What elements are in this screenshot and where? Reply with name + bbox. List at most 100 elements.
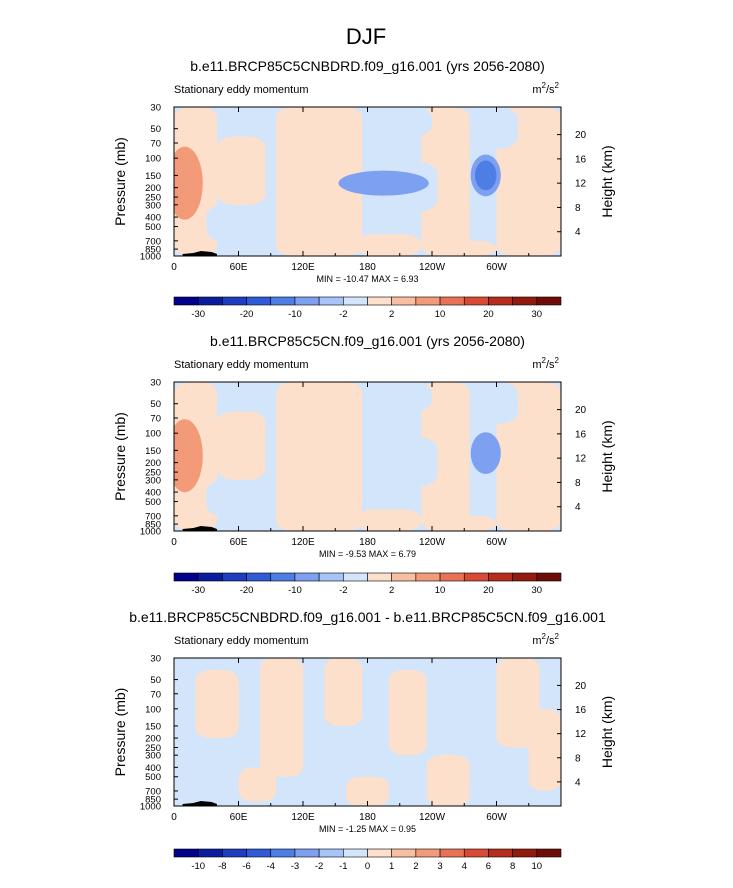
colorbar-label: -10 (288, 585, 302, 596)
contour-level (351, 174, 416, 193)
colorbar-swatch (197, 296, 223, 306)
y-tick-label: 700 (145, 786, 161, 797)
colorbar-label: 2 (413, 861, 418, 872)
colorbar-label: -8 (218, 861, 226, 872)
colorbar-swatch (488, 572, 513, 582)
y-tick-label: 200 (145, 183, 161, 194)
x-tick-label: 120E (291, 537, 315, 548)
colorbar-swatch (197, 848, 223, 858)
y-tick-label: 400 (145, 763, 161, 774)
x-tick-label: 60E (230, 537, 248, 548)
colorbar-swatch (512, 296, 538, 306)
y-tick-label: 700 (145, 511, 161, 522)
panel-title: b.e11.BRCP85C5CNBDRD.f09_g16.001 - b.e11… (129, 609, 606, 625)
y-right-tick-label: 20 (575, 681, 587, 692)
y-right-tick-label: 8 (575, 753, 581, 764)
y-tick-label: 30 (150, 103, 161, 114)
x-tick-label: 60W (486, 812, 507, 823)
units-label: m2/s2 (532, 81, 559, 96)
colorbar-label: -1 (339, 861, 347, 872)
contour-level (174, 157, 198, 210)
colorbar-swatch (463, 572, 489, 582)
y-tick-label: 400 (145, 213, 161, 224)
panel-title: b.e11.BRCP85C5CN.f09_g16.001 (yrs 2056-2… (210, 333, 525, 349)
x-tick-label: 120W (419, 537, 446, 548)
colorbar-swatch (439, 572, 465, 582)
x-tick-label: 60E (230, 262, 248, 273)
colorbar-label: 30 (532, 309, 543, 320)
y-tick-label: 100 (145, 704, 161, 715)
positive-region (356, 509, 422, 531)
colorbar-swatch (367, 848, 392, 858)
colorbar-swatch (367, 572, 392, 582)
positive-region (356, 234, 422, 256)
colorbar-swatch (173, 848, 199, 858)
positive-region (528, 708, 561, 791)
y-right-tick-label: 8 (575, 478, 581, 489)
colorbar-label: 20 (483, 585, 494, 596)
y-tick-label: 200 (145, 734, 161, 745)
y-tick-label: 150 (145, 721, 161, 732)
panel-subtitle: Stationary eddy momentum (174, 359, 309, 371)
colorbar-label: 6 (486, 861, 491, 872)
y-right-tick-label: 16 (575, 705, 587, 716)
colorbar-swatch (318, 572, 344, 582)
min-max-stats: MIN = -10.47 MAX = 6.93 (316, 274, 418, 284)
units-sup: 2 (555, 632, 560, 641)
topography (182, 251, 217, 256)
colorbar-swatch (246, 296, 272, 306)
min-max-stats: MIN = -1.25 MAX = 0.95 (319, 824, 416, 834)
x-tick-label: 60W (486, 537, 507, 548)
topography (182, 801, 217, 806)
y-tick-label: 300 (145, 475, 161, 486)
colorbar-label: -2 (315, 861, 323, 872)
x-tick-label: 0 (171, 812, 177, 823)
negative-region (475, 382, 518, 424)
x-tick-label: 120W (419, 812, 446, 823)
y-right-tick-label: 12 (575, 729, 587, 740)
colorbar-label: 2 (389, 585, 394, 596)
colorbar-swatch (270, 296, 296, 306)
units-base: m (532, 635, 541, 647)
negative-region (475, 107, 518, 149)
y-right-tick-label: 12 (575, 454, 587, 465)
colorbar-swatch (536, 848, 562, 858)
colorbar-swatch (391, 848, 417, 858)
colorbar-label: -30 (191, 309, 205, 320)
y-axis-label: Pressure (mb) (112, 137, 128, 226)
min-max-stats: MIN = -9.53 MAX = 6.79 (319, 549, 416, 559)
y-right-tick-label: 16 (575, 429, 587, 440)
y-axis-label: Pressure (mb) (112, 688, 128, 777)
panel-title: b.e11.BRCP85C5CNBDRD.f09_g16.001 (yrs 20… (190, 58, 545, 74)
negative-region (206, 204, 239, 241)
colorbar-swatch (173, 296, 199, 306)
colorbar-swatch (512, 848, 538, 858)
y-tick-label: 200 (145, 458, 161, 469)
y-tick-label: 250 (145, 193, 161, 204)
y-tick-label: 850 (145, 245, 161, 256)
y-right-tick-label: 16 (575, 154, 587, 165)
y-tick-label: 500 (145, 772, 161, 783)
negative-region (378, 107, 432, 137)
y-axis-right-label: Height (km) (599, 145, 615, 217)
y-right-tick-label: 12 (575, 179, 587, 190)
y-tick-label: 500 (145, 497, 161, 508)
y-tick-label: 70 (150, 689, 161, 700)
colorbar-swatch (415, 296, 441, 306)
colorbar-swatch (391, 572, 417, 582)
colorbar-swatch (463, 848, 489, 858)
colorbar-swatch (439, 848, 465, 858)
colorbar-label: -20 (240, 585, 254, 596)
colorbar-label: 20 (483, 309, 494, 320)
y-tick-label: 250 (145, 743, 161, 754)
positive-region (217, 136, 266, 205)
x-tick-label: 180 (359, 812, 376, 823)
y-right-tick-label: 8 (575, 203, 581, 214)
colorbar-swatch (222, 572, 247, 582)
units-sup: 2 (542, 356, 547, 365)
y-tick-label: 50 (150, 399, 161, 410)
panel-subtitle: Stationary eddy momentum (174, 84, 309, 96)
colorbar-swatch (343, 848, 368, 858)
units-label: m2/s2 (532, 356, 559, 371)
